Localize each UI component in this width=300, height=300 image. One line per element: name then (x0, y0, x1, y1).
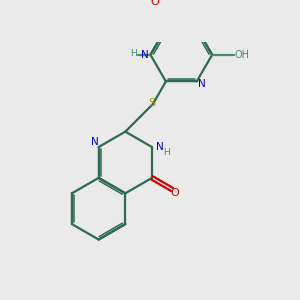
Text: H: H (130, 49, 136, 58)
Text: O: O (150, 0, 159, 8)
Text: OH: OH (235, 50, 250, 60)
Text: N: N (141, 50, 149, 60)
Text: S: S (148, 98, 155, 108)
Text: O: O (170, 188, 179, 198)
Text: N: N (199, 79, 206, 89)
Text: N: N (156, 142, 164, 152)
Text: H: H (163, 148, 169, 157)
Text: N: N (91, 137, 99, 147)
